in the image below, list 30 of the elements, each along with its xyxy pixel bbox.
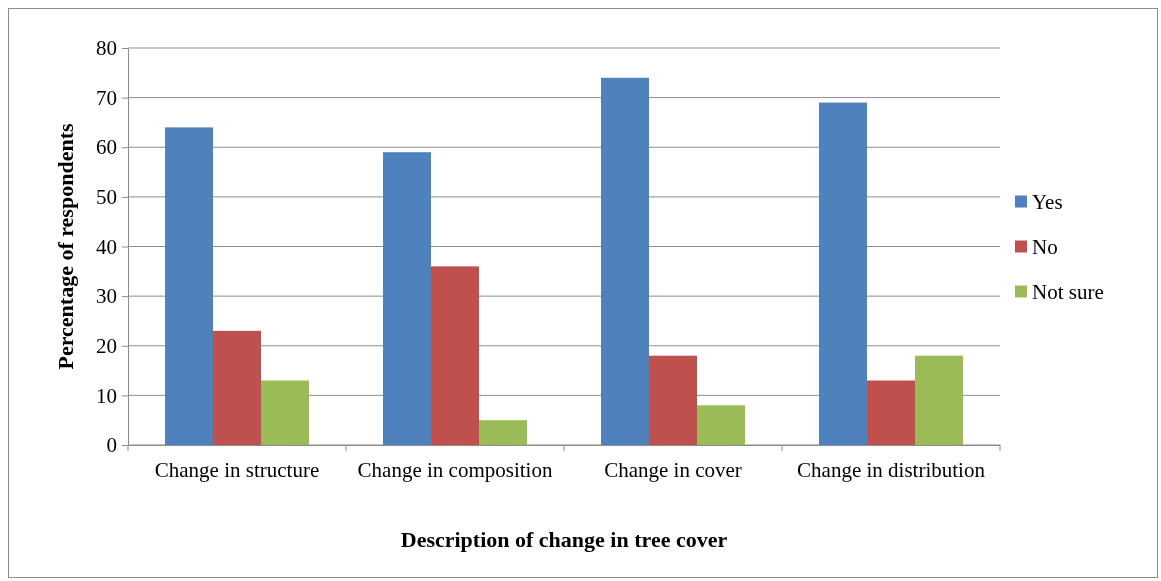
bar bbox=[431, 266, 479, 445]
y-tick-label: 50 bbox=[96, 185, 117, 210]
bar bbox=[867, 380, 915, 445]
y-tick-label: 30 bbox=[96, 284, 117, 309]
x-axis-title: Description of change in tree cover bbox=[400, 527, 728, 552]
bar bbox=[213, 330, 261, 445]
y-tick-label: 40 bbox=[96, 234, 117, 259]
y-tick-label: 80 bbox=[96, 36, 117, 61]
bar bbox=[165, 127, 213, 445]
y-axis-title: Percentage of respondents bbox=[53, 123, 78, 370]
x-tick-label: Change in distribution bbox=[797, 458, 986, 482]
x-tick-label: Change in composition bbox=[357, 458, 553, 482]
bar bbox=[819, 102, 867, 445]
x-tick-label: Change in structure bbox=[154, 458, 320, 482]
y-tick-label: 70 bbox=[96, 85, 117, 110]
x-tick-label: Change in cover bbox=[604, 458, 742, 482]
bar bbox=[601, 77, 649, 445]
bar bbox=[383, 152, 431, 445]
bar bbox=[479, 420, 527, 445]
legend-label: Yes bbox=[1032, 189, 1063, 214]
bar bbox=[915, 355, 963, 445]
bar bbox=[649, 355, 697, 445]
bar bbox=[697, 405, 745, 445]
y-tick-label: 60 bbox=[96, 135, 117, 160]
legend-label: Not sure bbox=[1032, 279, 1104, 304]
y-tick-label: 10 bbox=[96, 383, 117, 408]
legend-label: No bbox=[1032, 234, 1058, 259]
y-tick-label: 20 bbox=[96, 333, 117, 358]
bar bbox=[261, 380, 309, 445]
y-tick-label: 0 bbox=[106, 433, 117, 458]
